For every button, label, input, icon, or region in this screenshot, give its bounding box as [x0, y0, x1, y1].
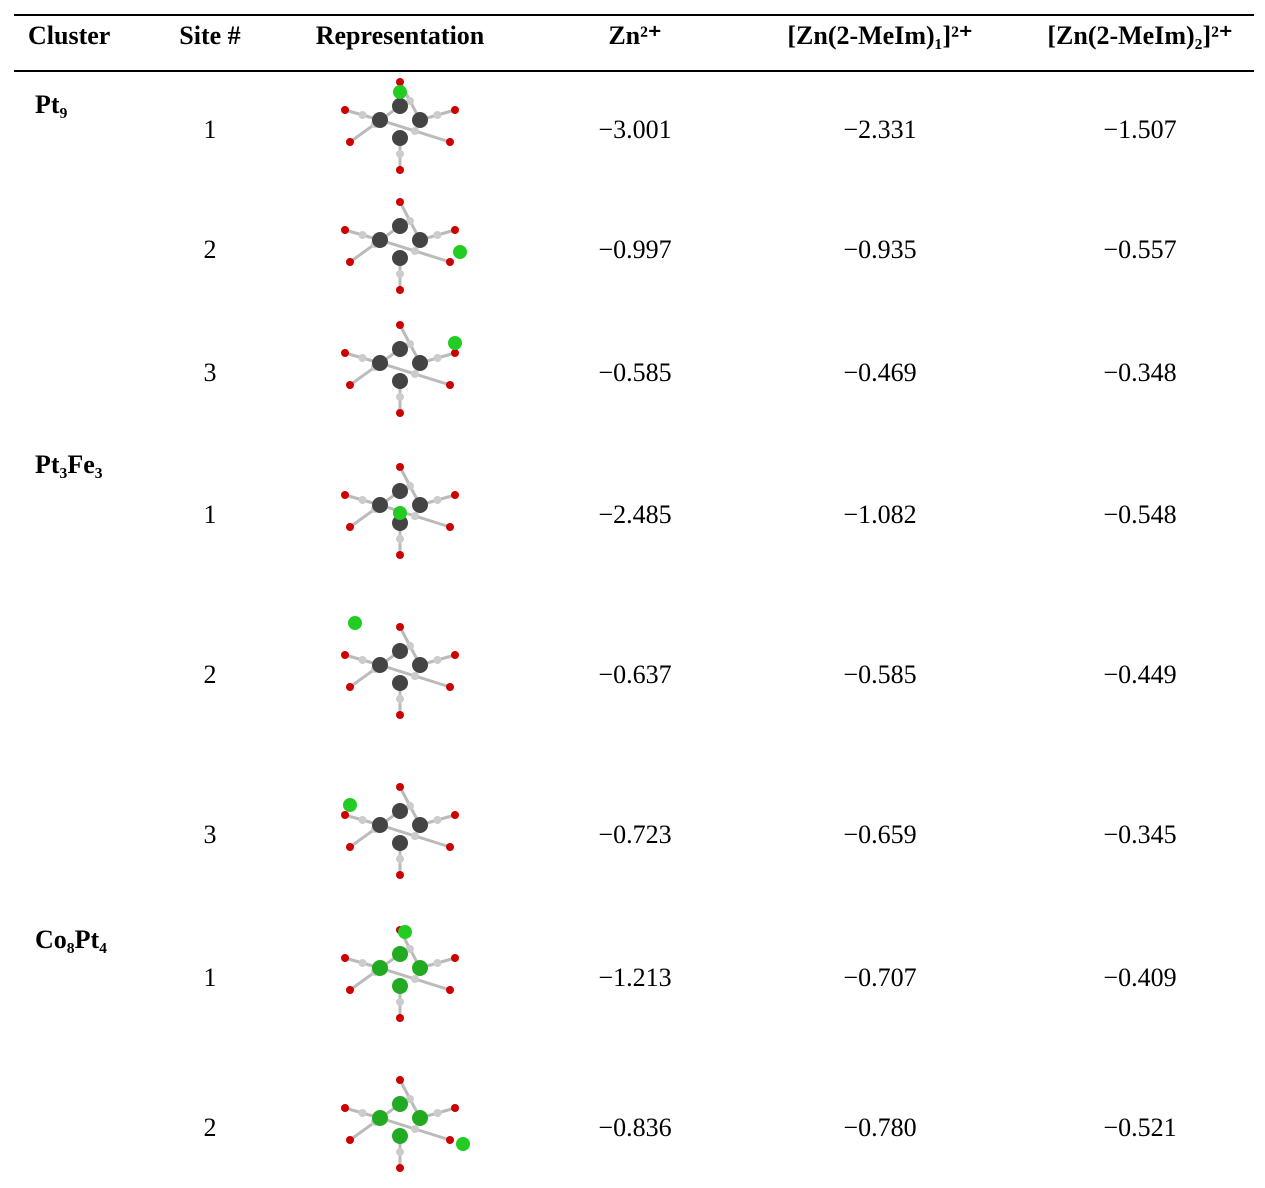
energy-value: −0.997: [598, 235, 671, 265]
energy-value: −0.449: [1103, 660, 1176, 690]
site-number: 2: [204, 235, 217, 265]
structure-image: [325, 313, 475, 433]
energy-value: −1.507: [1103, 115, 1176, 145]
energy-value: −0.935: [843, 235, 916, 265]
site-number: 1: [204, 500, 217, 530]
header-rule: [14, 70, 1254, 72]
energy-value: −0.469: [843, 358, 916, 388]
column-header: Cluster: [28, 21, 110, 51]
column-header: Site #: [179, 21, 240, 51]
site-number: 1: [204, 963, 217, 993]
energy-value: −2.485: [598, 500, 671, 530]
energy-value: −0.409: [1103, 963, 1176, 993]
cluster-name: Pt₉: [35, 90, 67, 120]
column-header: [Zn(2-MeIm)₁]²⁺: [787, 21, 972, 51]
site-number: 3: [204, 358, 217, 388]
column-header: Representation: [316, 21, 485, 51]
energy-value: −2.331: [843, 115, 916, 145]
column-header: Zn²⁺: [608, 21, 661, 51]
energy-value: −3.001: [598, 115, 671, 145]
energy-value: −0.836: [598, 1113, 671, 1143]
page: Cluster Site # Representation Zn²⁺ [Zn(2-MeI…: [0, 0, 1265, 1170]
structure-image: [325, 70, 475, 190]
site-number: 2: [204, 1113, 217, 1143]
site-number: 3: [204, 820, 217, 850]
site-number: 1: [204, 115, 217, 145]
energy-value: −0.659: [843, 820, 916, 850]
cluster-name: Pt₃Fe₃: [35, 450, 103, 480]
energy-value: −0.521: [1103, 1113, 1176, 1143]
energy-value: −0.707: [843, 963, 916, 993]
energy-value: −0.637: [598, 660, 671, 690]
energy-value: −0.723: [598, 820, 671, 850]
energy-value: −0.548: [1103, 500, 1176, 530]
structure-image: [325, 1068, 475, 1188]
structure-image: [325, 918, 475, 1038]
structure-image: [325, 455, 475, 575]
energy-value: −0.348: [1103, 358, 1176, 388]
energy-value: −1.082: [843, 500, 916, 530]
cluster-name: Co₈Pt₄: [35, 925, 107, 955]
structure-image: [325, 775, 475, 895]
column-header: [Zn(2-MeIm)₂]²⁺: [1047, 21, 1232, 51]
energy-value: −0.585: [598, 358, 671, 388]
site-number: 2: [204, 660, 217, 690]
energy-value: −1.213: [598, 963, 671, 993]
structure-image: [325, 190, 475, 310]
energy-value: −0.345: [1103, 820, 1176, 850]
energy-value: −0.585: [843, 660, 916, 690]
energy-value: −0.780: [843, 1113, 916, 1143]
energy-value: −0.557: [1103, 235, 1176, 265]
top-rule: [14, 14, 1254, 16]
structure-image: [325, 615, 475, 735]
